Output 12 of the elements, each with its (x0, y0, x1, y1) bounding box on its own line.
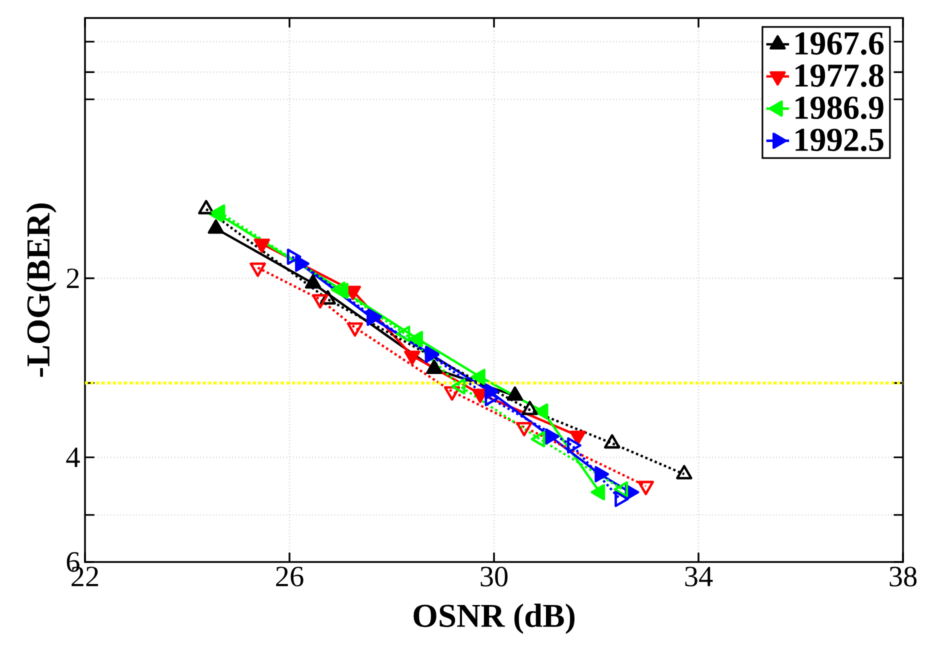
legend-label: 1986.9 (796, 96, 884, 120)
y-axis-title: -LOG(BER) (26, 204, 56, 377)
x-tick-label: 26 (276, 566, 304, 586)
x-tick-label: 38 (890, 566, 917, 587)
x-tick-label: 34 (685, 566, 713, 586)
x-tick-label: 30 (480, 566, 508, 587)
y-tick-label: 2 (66, 268, 79, 288)
y-tick-label: 4 (66, 448, 80, 467)
legend-label: 1967.6 (796, 32, 884, 55)
legend-label: 1977.8 (796, 64, 884, 88)
x-axis-title: OSNR (dB) (414, 604, 574, 634)
legend-label: 1992.5 (796, 128, 884, 152)
